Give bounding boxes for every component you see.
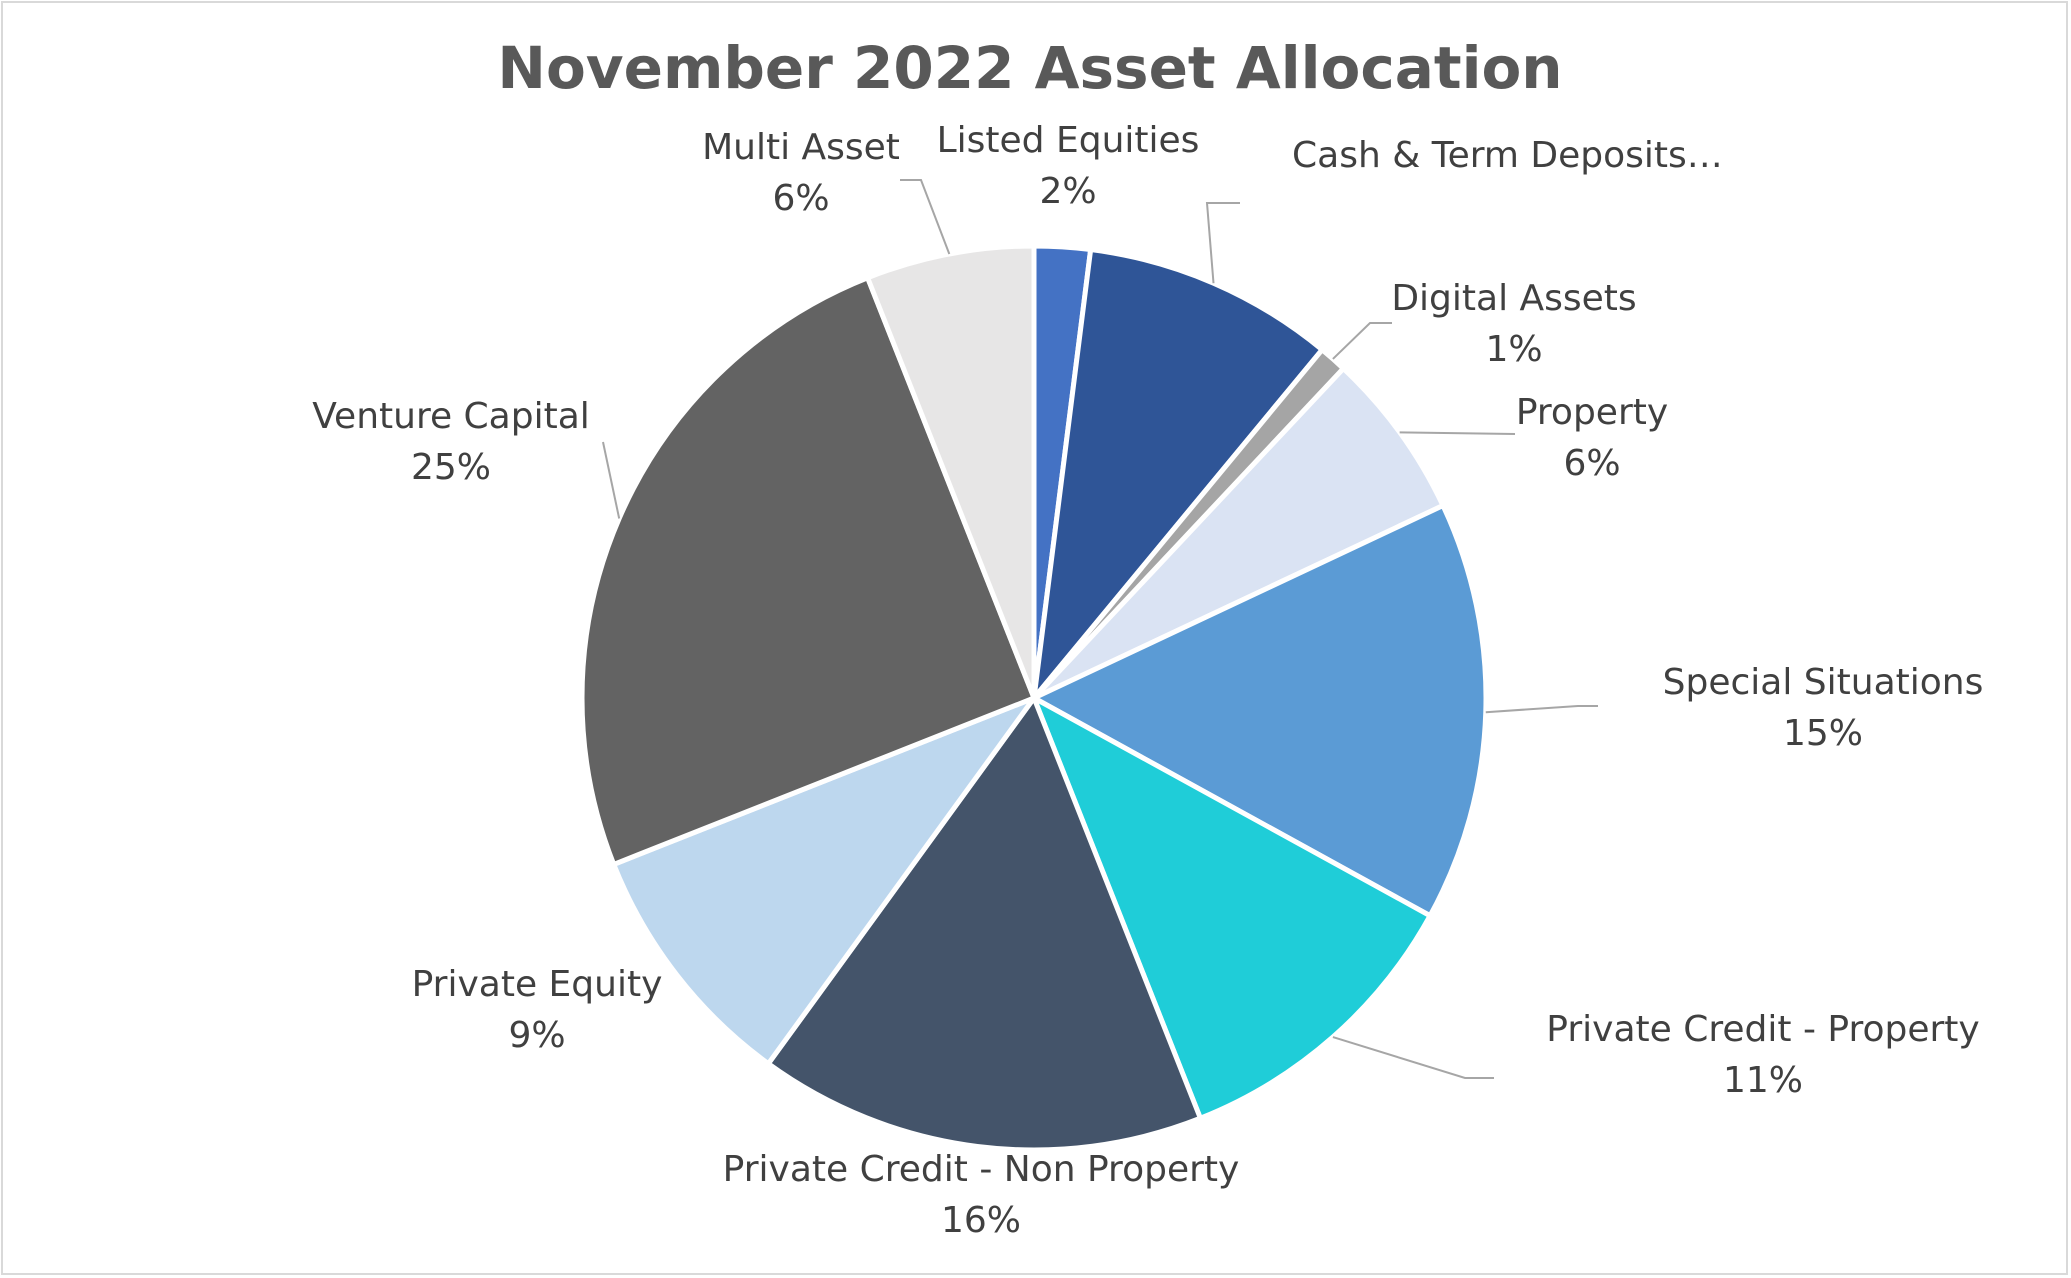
slice-label: Private Equity (412, 964, 663, 1005)
slice-value-label: 2% (1039, 171, 1096, 212)
slice-value-label: 15% (1783, 713, 1863, 754)
slice-value-label: 6% (772, 178, 829, 219)
slice-label: Listed Equities (937, 120, 1200, 161)
slice-label: Private Credit - Non Property (723, 1149, 1240, 1190)
slice-value-label: 9% (508, 1015, 565, 1056)
slice-value-label: 25% (411, 447, 491, 488)
slice-label: Multi Asset (702, 127, 900, 168)
leader-line (1399, 431, 1516, 435)
leader-line (602, 441, 621, 519)
leader-line (1332, 322, 1392, 360)
pie-slice-multi-asset (865, 243, 1037, 701)
pie-slice-special-situations (1031, 503, 1489, 919)
slice-value-label: 6% (1563, 443, 1620, 484)
slice-value-label: 16% (941, 1200, 1021, 1241)
pie-slice-private-equity (611, 695, 1037, 1067)
slice-label: Venture Capital (312, 396, 590, 437)
leader-line (1205, 202, 1240, 284)
pie-slice-cash-term-deposits (1031, 247, 1325, 701)
pie-slice-private-credit-property (1031, 695, 1433, 1121)
slice-value-label: 1% (1485, 329, 1542, 370)
leader-line (900, 179, 951, 255)
leader-line (1332, 1036, 1494, 1079)
slice-label: Property (1516, 392, 1668, 433)
slice-label: Digital Assets (1391, 278, 1636, 319)
leader-line (1485, 705, 1598, 714)
chart-title: November 2022 Asset Allocation (497, 34, 1562, 102)
slice-label: Special Situations (1663, 662, 1984, 703)
pie-slice-private-credit-non-property (765, 695, 1203, 1153)
slice-value-label: 11% (1723, 1060, 1803, 1101)
slice-label: Cash & Term Deposits… (1292, 135, 1723, 176)
pie-slice-venture-capital (579, 275, 1037, 867)
slice-label: Private Credit - Property (1546, 1009, 1979, 1050)
